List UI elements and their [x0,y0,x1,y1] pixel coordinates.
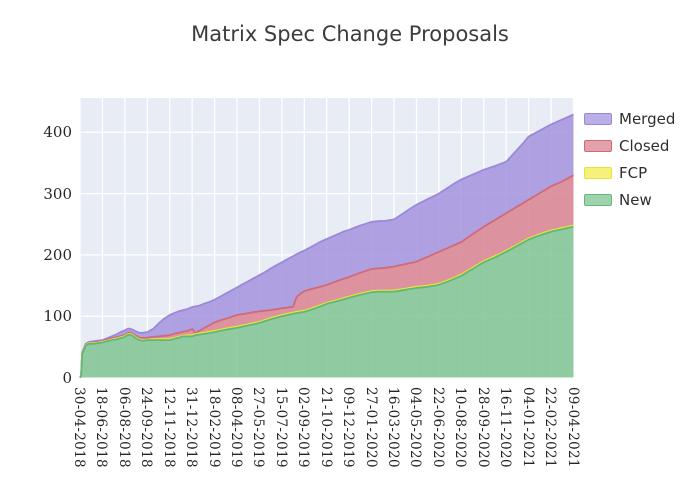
x-tick-label: 10-08-2020 [452,386,469,468]
x-tick-label: 16-03-2020 [385,386,402,468]
x-tick-label: 18-06-2018 [93,386,110,468]
y-tick-label: 200 [43,245,72,264]
x-tick-label: 31-12-2018 [183,386,200,468]
legend-label: New [619,191,652,209]
line-closed [79,174,574,378]
legend-item-closed[interactable]: Closed [584,137,669,155]
legend-label: Merged [619,110,676,128]
x-tick-label: 27-05-2019 [250,386,267,468]
x-tick-label: 27-01-2020 [362,386,379,468]
x-tick-label: 04-01-2021 [519,386,536,468]
x-tick-label: 28-09-2020 [474,386,491,468]
x-tick-label: 12-11-2018 [160,386,177,468]
legend-label: Closed [619,137,670,155]
legend-swatch-closed [584,140,612,152]
x-tick-label: 06-08-2018 [115,386,132,468]
x-tick-label: 18-02-2019 [205,386,222,468]
x-tick-label: 21-10-2019 [317,386,334,468]
legend-label: FCP [619,164,648,182]
x-tick-label: 08-04-2019 [228,386,245,468]
x-tick-label: 22-06-2020 [429,386,446,468]
x-tick-label: 04-05-2020 [407,386,424,468]
line-merged [79,113,574,378]
chart-title: Matrix Spec Change Proposals [191,22,509,46]
legend-item-new[interactable]: New [584,191,652,209]
legend-swatch-fcp [584,167,612,179]
area-new [80,226,574,378]
x-tick-label: 30-04-2018 [71,386,87,468]
y-tick-label: 300 [43,184,72,203]
x-tick-label: 15-07-2019 [272,386,289,468]
y-tick-label: 400 [43,123,72,142]
legend-swatch-new [584,194,612,206]
legend-item-fcp[interactable]: FCP [584,164,647,182]
line-new [79,225,574,379]
x-tick-label: 22-02-2021 [542,386,559,468]
x-tick-label: 02-09-2019 [295,386,312,468]
x-tick-label: 09-12-2019 [340,386,357,468]
legend-item-merged[interactable]: Merged [584,110,675,128]
area-merged [80,114,574,378]
x-tick-label: 16-11-2020 [497,386,514,468]
x-tick-label: 09-04-2021 [564,386,581,468]
legend-swatch-merged [584,113,612,125]
y-tick-label: 0 [62,368,72,387]
y-tick-label: 100 [43,307,72,326]
x-tick-label: 24-09-2018 [138,386,155,468]
